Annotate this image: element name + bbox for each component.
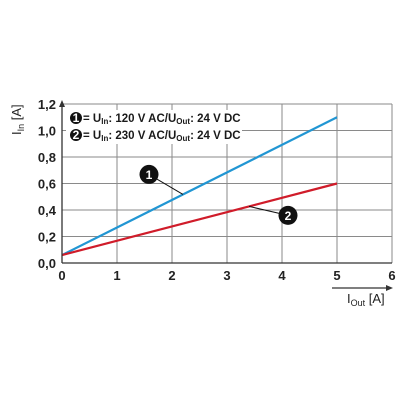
series-line-2 — [61, 182, 338, 257]
legend-1-sub2: Out — [176, 117, 190, 126]
y-tick-label-5: 1,0 — [38, 124, 56, 139]
svg-text:= UIn: 120 V AC/UOut: 24 V DC: = UIn: 120 V AC/UOut: 24 V DC — [83, 113, 241, 126]
x-label-arrow-head — [386, 285, 393, 291]
legend-background — [66, 110, 242, 144]
y-axis-label-sub: In — [16, 124, 26, 132]
svg-text:IOut [A]: IOut [A] — [347, 291, 385, 308]
legend-1-post: : 24 V DC — [190, 113, 241, 125]
legend-1-sub1: In — [101, 117, 108, 126]
svg-text:IIn [A]: IIn [A] — [9, 104, 26, 135]
series-line-1 — [61, 116, 338, 257]
x-axis-label-sub: Out — [351, 298, 366, 308]
legend-2-sub2: Out — [176, 134, 190, 143]
x-axis-label-main: I — [347, 291, 351, 306]
legend-entry-2: 2 = UIn: 230 V AC/UOut: 24 V DC — [70, 128, 241, 143]
y-tick-label-6: 1,2 — [38, 97, 56, 112]
tick-labels: 0 1 2 3 4 5 60,00,20,40,60,81,01,2 — [38, 97, 396, 283]
legend-2-mid: : 230 V AC/U — [108, 130, 176, 142]
legend: 1 = UIn: 120 V AC/UOut: 24 V DC 2 = UIn:… — [66, 110, 242, 144]
legend-marker-1-label: 1 — [73, 111, 80, 125]
legend-entry-1: 1 = UIn: 120 V AC/UOut: 24 V DC — [70, 111, 241, 126]
y-axis-label-main: I — [9, 131, 24, 135]
legend-2-sub1: In — [101, 134, 108, 143]
series-lines — [61, 116, 338, 257]
svg-text:= UIn: 230 V AC/UOut: 24 V DC: = UIn: 230 V AC/UOut: 24 V DC — [83, 130, 241, 143]
x-tick-label-5: 5 — [333, 268, 340, 283]
y-tick-label-2: 0,4 — [38, 203, 57, 218]
y-axis-label-unit: [A] — [9, 104, 24, 124]
callout-marker-2 — [278, 205, 298, 225]
legend-marker-2-label: 2 — [73, 128, 80, 142]
x-tick-label-6: 6 — [388, 268, 395, 283]
callouts: 12 — [139, 164, 298, 225]
y-axis-arrow — [59, 100, 65, 107]
x-axis-label-unit: [A] — [365, 291, 385, 306]
legend-2-pre: = U — [83, 130, 101, 142]
legend-marker-1 — [70, 112, 82, 124]
legend-2-post: : 24 V DC — [190, 130, 241, 142]
legend-1-mid: : 120 V AC/U — [108, 113, 176, 125]
y-tick-label-4: 0,8 — [38, 150, 56, 165]
x-tick-label-4: 4 — [278, 268, 286, 283]
callout-marker-1 — [139, 164, 159, 184]
x-axis-label: IOut [A] — [347, 291, 385, 308]
legend-1-pre: = U — [83, 113, 101, 125]
x-tick-label-2: 2 — [168, 268, 175, 283]
x-tick-label-3: 3 — [223, 268, 230, 283]
y-tick-label-0: 0,0 — [38, 256, 56, 271]
axes — [59, 100, 393, 291]
callout-label-2: 2 — [285, 209, 292, 223]
legend-marker-2 — [70, 129, 82, 141]
callout-label-1: 1 — [146, 168, 153, 182]
y-axis-label: IIn [A] — [9, 104, 26, 135]
x-tick-label-1: 1 — [113, 268, 120, 283]
y-tick-label-1: 0,2 — [38, 230, 56, 245]
y-tick-label-3: 0,6 — [38, 177, 56, 192]
x-tick-label-0: 0 — [58, 268, 65, 283]
